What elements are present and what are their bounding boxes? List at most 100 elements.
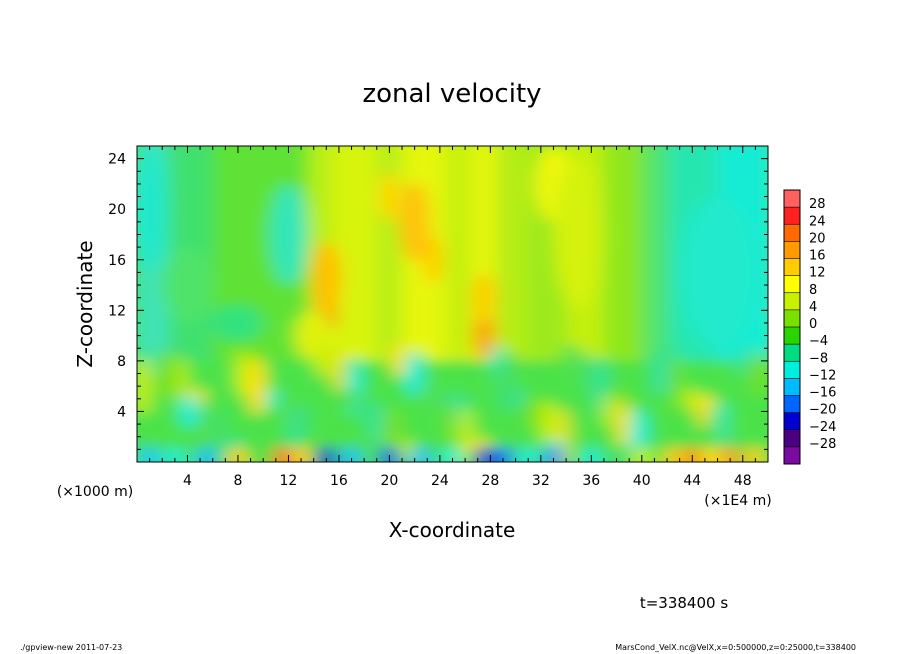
- field-blob: [269, 183, 308, 286]
- colorbar-segment: [784, 378, 800, 396]
- field-streak: [437, 386, 452, 411]
- field-streak: [581, 349, 592, 398]
- field-streak: [137, 356, 152, 417]
- x-tick-label: 36: [582, 473, 600, 489]
- field-streak: [267, 386, 278, 411]
- y-tick-label: 20: [108, 202, 126, 218]
- field-surface-blob: [228, 445, 247, 462]
- x-tick-label: 8: [233, 473, 242, 489]
- colorbar-segment: [784, 190, 800, 208]
- field-blob: [446, 297, 472, 349]
- field-streak: [540, 400, 559, 449]
- colorbar-label: 0: [809, 317, 817, 332]
- field-blob: [162, 247, 213, 323]
- colorbar-segment: [784, 429, 800, 448]
- y-axis: 4 8 12 16 20 24: [108, 152, 768, 450]
- field-surface-blob: [544, 445, 563, 462]
- field-streak: [494, 356, 513, 417]
- x-tick-label: 4: [183, 473, 192, 489]
- colorbar-segment: [784, 412, 800, 431]
- field-blob: [379, 171, 400, 222]
- field-streak: [526, 393, 541, 430]
- field-streak: [513, 386, 524, 411]
- y-tick-label: 24: [108, 152, 126, 168]
- chart-title: zonal velocity: [362, 79, 541, 109]
- y-tick-label: 4: [117, 404, 126, 420]
- field-blob: [137, 146, 169, 273]
- field-streak: [751, 349, 766, 398]
- x-tick-label: 28: [481, 473, 499, 489]
- colorbar-segment: [784, 327, 800, 345]
- x-tick-label: 48: [734, 473, 752, 489]
- field-blob: [679, 196, 756, 349]
- colorbar-segment: [784, 309, 800, 328]
- footer-left: ./gpview-new 2011-07-23: [20, 643, 122, 652]
- colorbar-label: 24: [809, 214, 826, 229]
- colorbar-label: −12: [809, 368, 836, 383]
- field-streak: [684, 386, 699, 411]
- colorbar-label: −8: [809, 351, 828, 366]
- colorbar-label: 4: [809, 300, 817, 315]
- field-surface-blob: [493, 445, 512, 462]
- field-streak: [337, 386, 356, 411]
- field-surface-blob: [197, 445, 216, 462]
- y-tick-label: 12: [108, 303, 126, 319]
- field-blob: [311, 240, 342, 317]
- field-streak: [424, 356, 435, 417]
- field-streak: [212, 406, 227, 462]
- field-surface-core: [667, 456, 680, 462]
- field-streak: [199, 400, 210, 449]
- field-surface-blob: [746, 445, 765, 462]
- colorbar-segment: [784, 292, 800, 311]
- x-tick-label: 40: [633, 473, 651, 489]
- colorbar-segment: [784, 395, 800, 414]
- field-streak: [234, 349, 249, 398]
- field-streak: [459, 406, 474, 462]
- field-surface-core: [478, 456, 490, 462]
- field-streak: [356, 393, 367, 430]
- field-shading: [137, 146, 768, 462]
- field-streak: [446, 400, 457, 449]
- colorbar-segment: [784, 258, 800, 277]
- colorbar-label: −24: [809, 420, 836, 435]
- field-surface-blob: [140, 445, 159, 462]
- field-band: [641, 146, 668, 361]
- field-surface-blob: [292, 445, 311, 462]
- x-axis: 4 8 12 16 20 24 28 32 36 40 44 48: [149, 146, 756, 489]
- colorbar-segment: [784, 241, 800, 259]
- x-tick-label: 44: [683, 473, 701, 489]
- x-tick-label: 24: [431, 473, 449, 489]
- field-surface-core: [200, 456, 213, 462]
- field-streak: [651, 349, 670, 398]
- field-streak: [334, 349, 345, 398]
- x-axis-unit: (×1E4 m): [704, 493, 771, 509]
- field-streak: [402, 437, 413, 462]
- field-streak: [670, 356, 681, 417]
- field-blob: [212, 304, 264, 342]
- colorbar-label: 12: [809, 266, 826, 281]
- field-surface-core: [705, 456, 717, 462]
- y-axis-unit: (×1000 m): [57, 484, 133, 500]
- colorbar-label: −28: [809, 437, 836, 452]
- field-surface-blob: [582, 445, 601, 462]
- colorbar-segment: [784, 224, 800, 242]
- field-surface-blob: [632, 445, 651, 462]
- field-surface-blob: [342, 445, 361, 462]
- colorbar-label: −4: [809, 334, 828, 349]
- colorbar-segment: [784, 344, 800, 362]
- field-streak: [738, 342, 749, 379]
- y-tick-label: 16: [108, 253, 126, 269]
- colorbar-segment: [784, 361, 800, 379]
- colorbar-label: −20: [809, 403, 836, 418]
- field-streak: [391, 342, 406, 379]
- field-surface-blob: [443, 445, 462, 462]
- field-streak: [603, 393, 614, 430]
- x-axis-label: X-coordinate: [389, 518, 516, 542]
- colorbar-label: 8: [809, 283, 817, 298]
- field-streak: [648, 437, 659, 462]
- colorbar-label: −16: [809, 386, 836, 401]
- field-streak: [369, 400, 384, 449]
- field-surface-blob: [411, 445, 430, 462]
- field-band: [496, 146, 529, 361]
- colorbar-label: 16: [809, 249, 826, 264]
